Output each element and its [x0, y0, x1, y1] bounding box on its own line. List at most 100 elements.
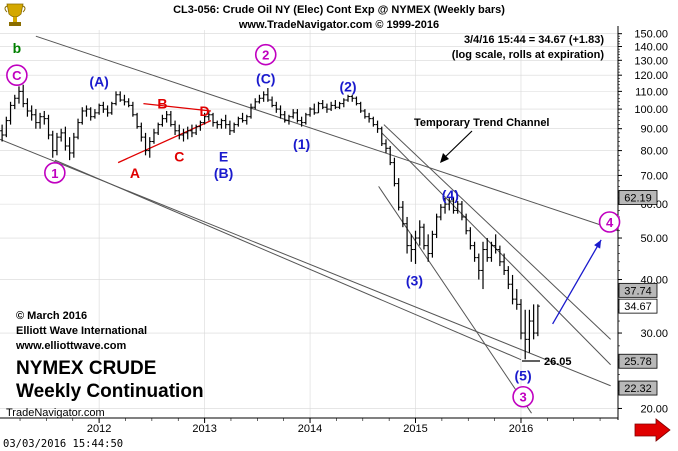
ohlc-bar [299, 116, 304, 127]
ohlc-bar [383, 139, 388, 153]
ohlc-bar [472, 241, 477, 262]
ohlc-bar [236, 116, 241, 127]
brand-footer: TradeNavigator.com [6, 407, 105, 419]
wave-label: b [13, 40, 22, 56]
price-box [618, 282, 658, 298]
ohlc-bar [33, 109, 38, 129]
ohlc-bar [367, 112, 372, 123]
price-box [618, 380, 658, 396]
wave-label-text: A [130, 165, 140, 181]
x-tick-label: 2015 [403, 423, 427, 435]
y-tick-label: 80.00 [640, 146, 668, 158]
ohlc-bar [324, 103, 329, 113]
caption-line2: Weekly Continuation [16, 381, 204, 402]
wave-circle [598, 211, 621, 233]
y-tick-label: 120.00 [634, 70, 668, 82]
ohlc-bar [29, 105, 34, 121]
price-box-label: 34.67 [624, 301, 652, 313]
ohlc-bar [223, 114, 228, 129]
ohlc-bar [354, 96, 359, 106]
low-callout-label: 26.05 [544, 356, 572, 368]
trend-channel-label: Temporary Trend Channel [414, 117, 550, 129]
trophy-logo-icon [4, 3, 26, 26]
y-tick-label: 100.00 [634, 104, 668, 116]
ohlc-bar [316, 101, 321, 114]
projection-arrow [552, 239, 602, 325]
ohlc-bar [362, 109, 367, 119]
ohlc-bar [464, 213, 469, 235]
ohlc-bar [244, 114, 249, 125]
wave-label-text: (5) [515, 367, 532, 383]
wave-label-text: (B) [214, 165, 233, 181]
ohlc-bar [185, 126, 190, 140]
ohlc-bar [147, 137, 152, 158]
trendline-upper-channel [35, 35, 619, 232]
wave-label: C [174, 149, 184, 165]
ohlc-bar [206, 110, 211, 121]
wave-label-text: (3) [406, 272, 423, 288]
wave-label: 2 [254, 43, 277, 66]
ohlc-bar [202, 112, 207, 125]
wave-circle [512, 385, 534, 408]
ohlc-bar [156, 122, 161, 136]
trendline-triangle-lower [117, 120, 212, 164]
wave-label-text: 3 [519, 390, 526, 405]
ohlc-bar [346, 94, 351, 102]
price-box-label: 22.32 [624, 383, 652, 395]
ohlc-bar [105, 105, 110, 117]
ohlc-bar [122, 94, 127, 106]
price-box [618, 353, 658, 369]
ohlc-bar [84, 105, 89, 117]
ohlc-bar [63, 126, 68, 151]
trendline-temp-steep [383, 124, 611, 340]
ohlc-bar [0, 124, 5, 142]
ohlc-bar [291, 109, 296, 119]
wave-label-text: C [12, 68, 22, 83]
ohlc-bar [502, 253, 507, 275]
ohlc-bar [379, 126, 384, 147]
chart-site: www.TradeNavigator.com © 1999-2016 [238, 19, 439, 31]
wave-label-text: (1) [293, 136, 310, 152]
ohlc-bar [295, 109, 300, 123]
ohlc-bar [38, 112, 43, 129]
wave-label-text: 4 [606, 215, 614, 230]
note-line: (log scale, rolls at expiration) [452, 49, 605, 61]
ohlc-bar [434, 213, 439, 239]
y-tick-label: 20.00 [640, 403, 668, 415]
caption-line1: NYMEX CRUDE [16, 358, 156, 379]
x-tick-label: 2012 [87, 423, 111, 435]
wave-label-text: C [174, 149, 184, 165]
ohlc-bar [468, 227, 473, 250]
ohlc-bar [308, 107, 313, 117]
ohlc-bar [485, 238, 490, 262]
wave-label-text: E [219, 149, 228, 165]
ohlc-bar [135, 112, 140, 129]
ohlc-bar [282, 110, 287, 123]
ohlc-bar [46, 114, 51, 140]
wave-label-text: 1 [51, 166, 58, 181]
ohlc-bar [329, 101, 334, 111]
ohlc-bar [405, 216, 410, 254]
ohlc-bar [88, 107, 93, 121]
ohlc-bar [535, 304, 540, 337]
wave-circle [254, 43, 277, 66]
wave-circle [6, 64, 28, 86]
ohlc-bar [71, 132, 76, 158]
ohlc-bar [194, 124, 199, 136]
ohlc-bar [341, 98, 346, 108]
ohlc-bar [67, 137, 72, 161]
ohlc-bar [92, 109, 97, 119]
ohlc-bar [232, 122, 237, 133]
ohlc-bar [101, 101, 106, 113]
ohlc-bar [198, 120, 203, 131]
red-arrow-right-icon[interactable] [634, 418, 671, 442]
ohlc-bar [173, 120, 178, 136]
ohlc-bar [54, 132, 59, 156]
ohlc-bar [312, 103, 317, 115]
ohlc-bar [97, 103, 102, 115]
wave-label-text: B [157, 96, 167, 112]
ohlc-bar [426, 234, 431, 262]
ohlc-bar [109, 101, 114, 115]
